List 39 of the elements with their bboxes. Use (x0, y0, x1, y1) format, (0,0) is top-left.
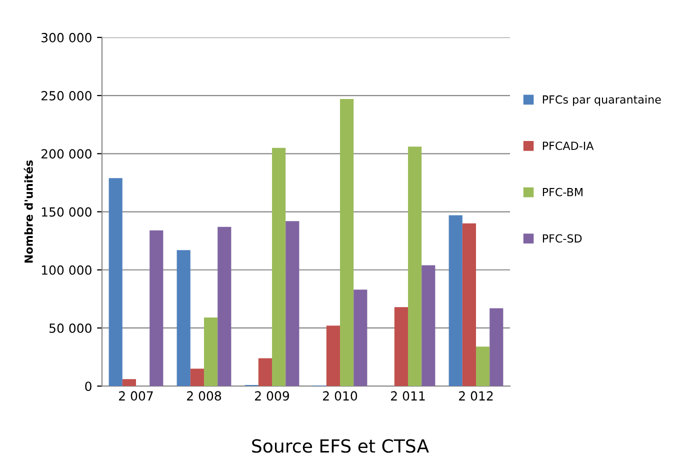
x-tick-label: 2 012 (459, 391, 493, 401)
y-tick-label: 0 (85, 382, 92, 392)
y-tick-label: 200 000 (42, 149, 92, 159)
y-tick-label: 250 000 (42, 91, 92, 100)
bar (204, 318, 218, 386)
x-tick-label: 2 011 (391, 391, 425, 401)
bar (272, 148, 286, 386)
bar (258, 358, 272, 386)
legend-label: PFC-BM (542, 188, 582, 196)
source-note: Source EFS et CTSA (252, 439, 429, 453)
y-tick-label: 150 000 (42, 207, 92, 217)
bar (408, 146, 422, 386)
bar (218, 226, 232, 386)
bar (422, 265, 436, 386)
bar (108, 178, 122, 386)
bar (476, 346, 490, 386)
y-tick-label: 50 000 (50, 323, 92, 333)
bar (340, 99, 354, 386)
bar (448, 215, 462, 386)
bar (394, 307, 408, 386)
x-tick-label: 2 007 (119, 391, 153, 401)
x-tick-label: 2 010 (323, 391, 358, 401)
bar (122, 379, 136, 386)
bar (354, 290, 368, 386)
legend-label: PFC-SD (542, 234, 582, 243)
x-tick-label: 2 008 (187, 391, 222, 401)
legend-label: PFCs par quarantaine (542, 95, 661, 106)
y-tick-label: 100 000 (42, 265, 92, 275)
y-tick-label: 300 000 (42, 32, 92, 42)
bar (150, 230, 164, 386)
y-axis-title: Nombre d'unités (24, 160, 33, 263)
bar (176, 250, 190, 386)
x-tick-label: 2 009 (255, 391, 290, 401)
legend-label: PFCAD-IA (542, 142, 594, 150)
bar (286, 221, 300, 386)
bar (462, 223, 476, 386)
bar (190, 368, 204, 386)
bar (490, 308, 504, 386)
bar (326, 326, 340, 386)
